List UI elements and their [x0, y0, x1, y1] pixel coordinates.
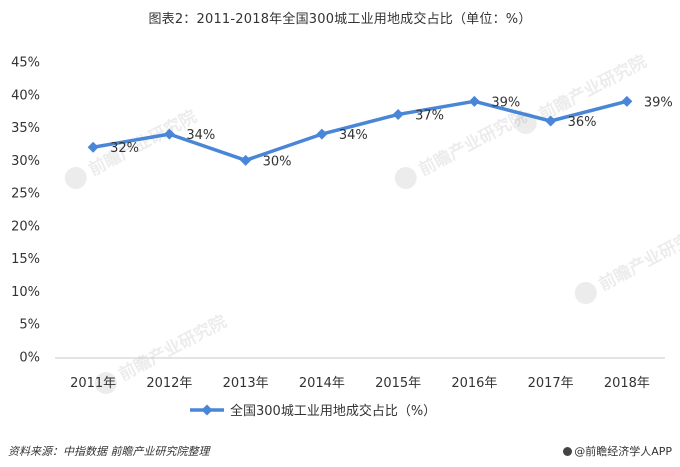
- data-point-marker: [621, 95, 633, 107]
- y-tick-label: 25%: [11, 187, 40, 202]
- watermark-logo-icon: [94, 372, 117, 395]
- x-tick-label: 2016年: [451, 376, 497, 391]
- data-label: 30%: [263, 154, 292, 169]
- watermark-text: 前瞻产业研究院: [85, 106, 200, 180]
- data-point-marker: [87, 141, 99, 153]
- data-point-marker: [392, 108, 404, 120]
- data-label: 39%: [644, 95, 673, 110]
- data-point-marker: [163, 128, 175, 140]
- brand-logo-icon: [563, 447, 573, 456]
- legend-label: 全国300城工业用地成交占比（%）: [230, 403, 436, 419]
- data-label: 32%: [110, 141, 139, 156]
- brand-text: @前瞻经济学人APP: [574, 445, 672, 458]
- y-tick-label: 40%: [11, 88, 40, 103]
- x-tick-label: 2014年: [299, 376, 345, 391]
- y-tick-label: 35%: [11, 121, 40, 136]
- y-axis: 0% 5% 10% 15% 20% 25% 30% 35% 40% 45%: [11, 56, 40, 366]
- data-point-marker: [545, 115, 557, 127]
- y-tick-label: 10%: [11, 285, 40, 300]
- data-label: 37%: [415, 108, 444, 123]
- data-label: 39%: [491, 95, 520, 110]
- legend: 全国300城工业用地成交占比（%）: [190, 403, 436, 419]
- data-point-marker: [240, 154, 252, 166]
- x-tick-label: 2017年: [528, 376, 574, 391]
- watermark-logo-icon: [574, 282, 597, 305]
- data-label: 34%: [339, 128, 368, 143]
- x-tick-label: 2012年: [146, 376, 192, 391]
- brand-credit: @前瞻经济学人APP: [563, 443, 672, 459]
- watermark-logo-icon: [64, 167, 87, 190]
- x-axis: 2011年 2012年 2013年 2014年 2015年 2016年 2017年 2018年: [55, 357, 665, 391]
- x-tick-label: 2011年: [70, 376, 116, 391]
- watermark-text: 前瞻产业研究院: [595, 221, 680, 295]
- data-label: 34%: [186, 128, 215, 143]
- series-line: [92, 99, 628, 163]
- watermark-text: 前瞻产业研究院: [115, 311, 230, 385]
- y-tick-label: 20%: [11, 219, 40, 234]
- series-layer: 32% 34% 30% 34% 37% 39% 36% 39%: [87, 95, 673, 169]
- y-tick-label: 15%: [11, 252, 40, 267]
- source-note: 资料来源：中指数据 前瞻产业研究院整理: [8, 445, 210, 458]
- y-tick-label: 5%: [19, 318, 40, 333]
- watermark-logo-icon: [394, 167, 417, 190]
- watermark: 前瞻产业研究院: [394, 106, 530, 190]
- watermark: 前瞻产业研究院: [574, 221, 680, 305]
- data-point-marker: [316, 128, 328, 140]
- y-tick-label: 45%: [11, 56, 40, 71]
- x-tick-label: 2018年: [604, 376, 650, 391]
- y-tick-label: 30%: [11, 154, 40, 169]
- data-point-marker: [468, 95, 480, 107]
- x-tick-label: 2013年: [223, 376, 269, 391]
- data-label: 36%: [568, 115, 597, 130]
- y-tick-label: 0%: [19, 351, 40, 366]
- x-tick-label: 2015年: [375, 376, 421, 391]
- legend-marker: [201, 404, 213, 416]
- chart-title: 图表2：2011-2018年全国300城工业用地成交占比（单位：%）: [148, 12, 532, 27]
